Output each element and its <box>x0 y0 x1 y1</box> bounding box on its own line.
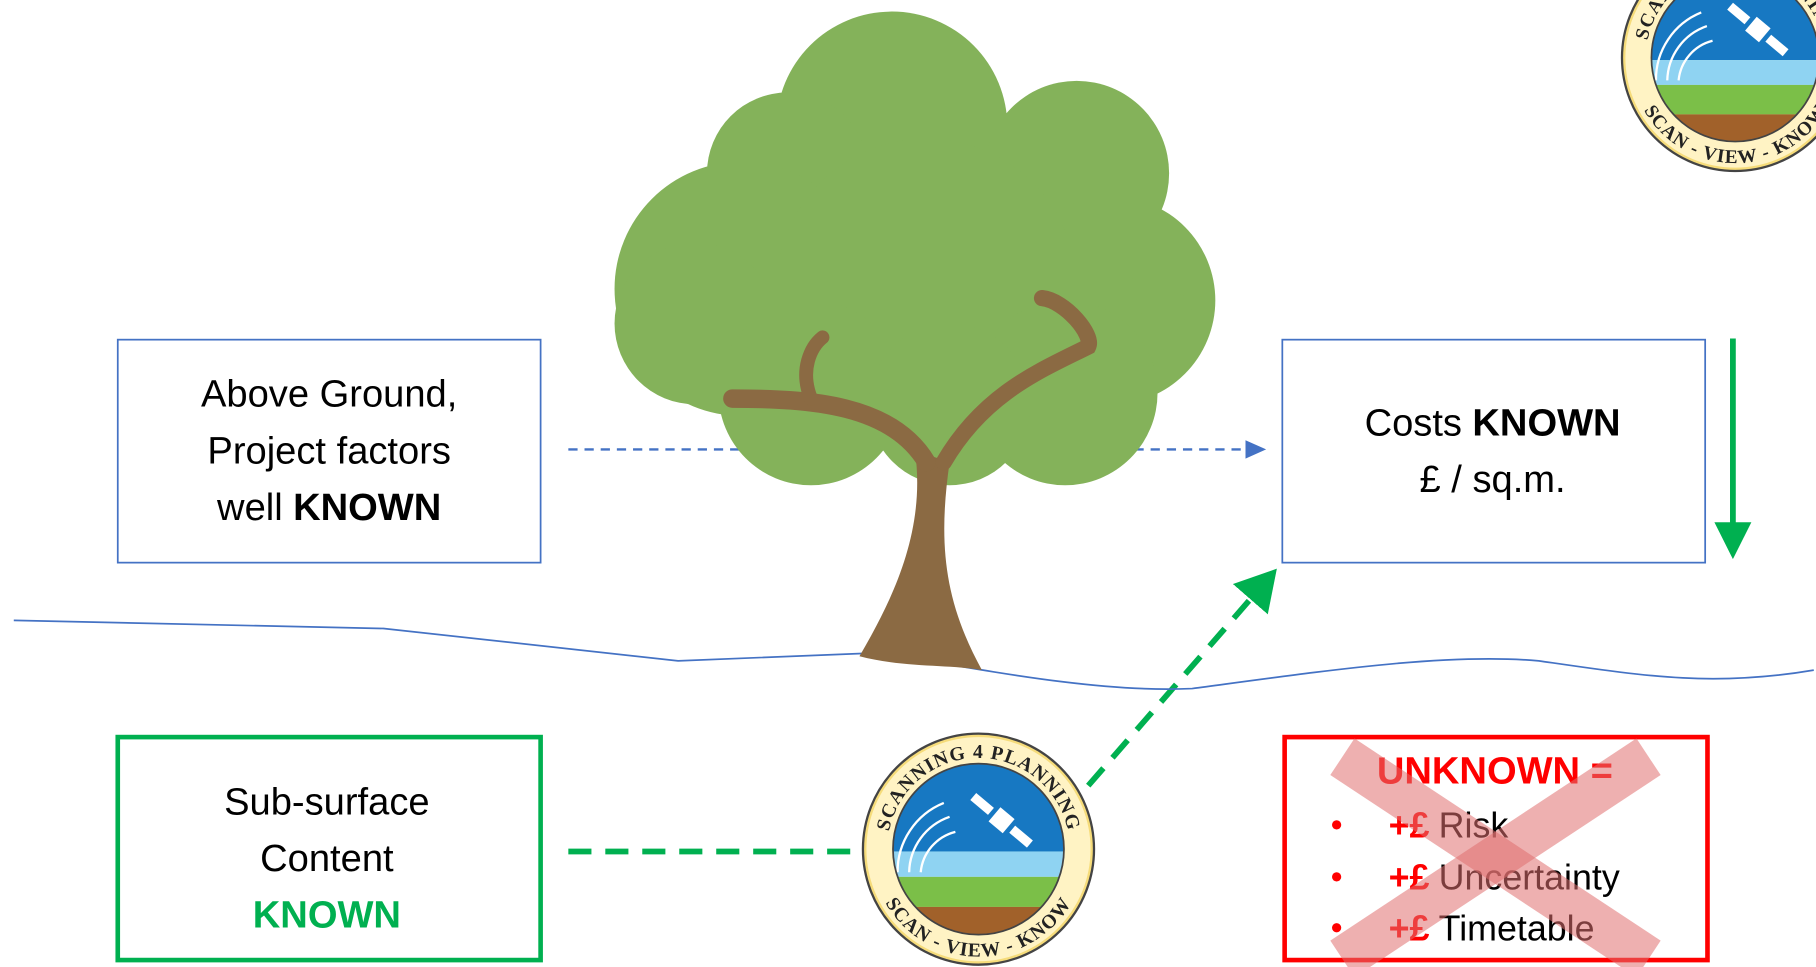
box-text: Content <box>260 837 394 880</box>
emphasis: KNOWN <box>253 894 401 937</box>
box-text: Project factors <box>207 429 451 472</box>
box-text: Sub-surface <box>224 780 429 823</box>
bullet <box>1332 820 1341 829</box>
bullet <box>1332 872 1341 881</box>
diagram: Above Ground, Project factors wellKNOWN … <box>0 0 1816 967</box>
logo: SCANNING 4 PLANNING SCAN - VIEW - KNOW <box>863 734 1094 965</box>
box-text: Costs <box>1365 402 1462 445</box>
emphasis: KNOWN <box>1472 402 1620 445</box>
tree <box>615 12 1216 486</box>
bullet <box>1332 923 1341 932</box>
logo: SCANNING 4 PLANNING SCAN - VIEW - KNOW <box>1622 0 1816 171</box>
emphasis: KNOWN <box>293 486 441 529</box>
down-arrow-head <box>1714 522 1751 559</box>
page: {"above_ground": {"line1": "Above Ground… <box>0 0 1816 967</box>
box-text: well <box>216 486 283 529</box>
costs-box <box>1282 340 1705 563</box>
box-text: Above Ground, <box>201 373 457 416</box>
box-text: £ / sq.m. <box>1420 458 1566 501</box>
green-arrow <box>1088 573 1273 786</box>
